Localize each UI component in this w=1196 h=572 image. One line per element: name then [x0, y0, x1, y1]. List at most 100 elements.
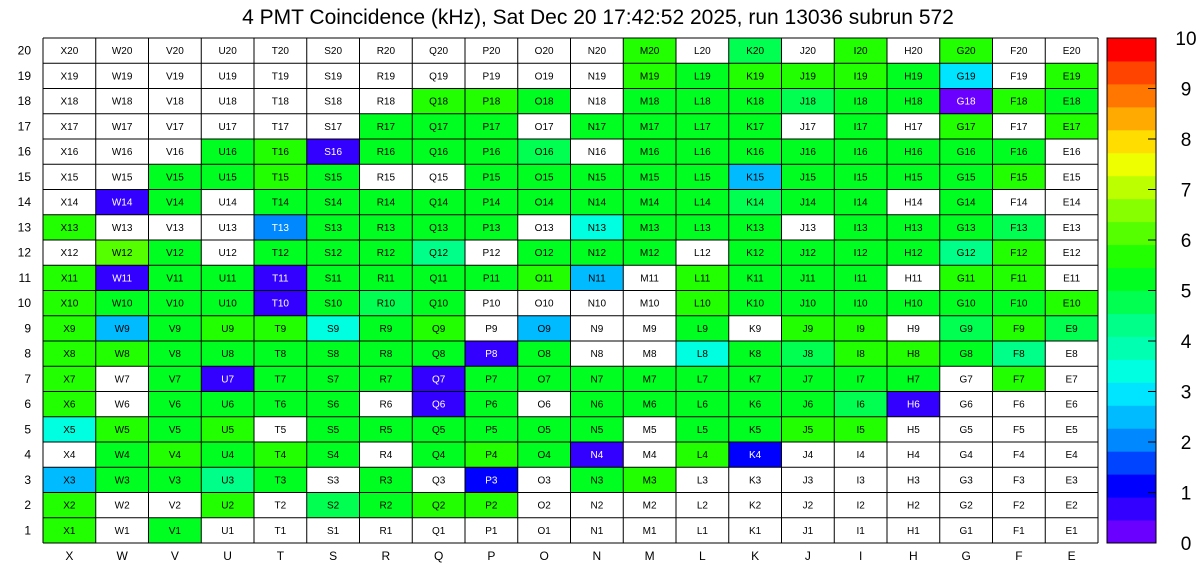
heatmap-cell	[992, 164, 1046, 190]
heatmap-cell	[254, 416, 307, 442]
heatmap-cell	[992, 315, 1046, 341]
heatmap-cell	[412, 467, 465, 493]
cell-label: T11	[272, 273, 289, 284]
heatmap-cell	[95, 442, 149, 468]
cell-label: J6	[803, 400, 814, 411]
heatmap-cell	[517, 214, 571, 240]
heatmap-cell	[834, 315, 887, 341]
heatmap-cell	[728, 164, 782, 190]
heatmap-cell	[676, 88, 729, 114]
cell-label: G9	[959, 324, 973, 335]
heatmap-cell	[623, 88, 676, 114]
heatmap-cell	[623, 315, 676, 341]
heatmap-cell	[201, 139, 254, 165]
heatmap-cell	[148, 38, 202, 64]
cell-label: S12	[324, 248, 342, 259]
cell-label: M11	[640, 273, 659, 284]
heatmap-cell	[517, 139, 571, 165]
cell-label: E11	[1063, 273, 1080, 284]
heatmap-cell	[676, 416, 729, 442]
heatmap-cell	[834, 63, 887, 89]
cell-label: L7	[697, 374, 709, 385]
heatmap-cell	[728, 189, 782, 215]
cell-label: N16	[588, 147, 607, 158]
cell-label: G11	[957, 273, 976, 284]
heatmap-cell	[148, 517, 202, 543]
heatmap-cell	[43, 290, 96, 316]
heatmap-cell	[148, 189, 202, 215]
cell-label: F3	[1013, 475, 1025, 486]
cell-label: T7	[275, 374, 287, 385]
heatmap-cell	[992, 290, 1046, 316]
cell-label: M4	[643, 450, 657, 461]
cell-label: O5	[537, 425, 551, 436]
cell-label: S18	[324, 97, 342, 108]
cell-label: X12	[60, 248, 78, 259]
heatmap-cell	[95, 315, 149, 341]
heatmap-cell	[676, 517, 729, 543]
cell-label: M14	[640, 198, 660, 209]
cell-label: X16	[60, 147, 78, 158]
cell-label: L20	[694, 46, 711, 57]
heatmap-cell	[623, 391, 676, 417]
heatmap-cell	[570, 366, 624, 392]
cell-label: H15	[904, 172, 923, 183]
heatmap-cell	[939, 492, 993, 518]
heatmap-cell	[412, 366, 465, 392]
heatmap-cell	[887, 240, 940, 266]
heatmap-cell	[570, 265, 624, 291]
heatmap-cell	[412, 391, 465, 417]
heatmap-cell	[43, 366, 96, 392]
cell-label: W15	[112, 172, 133, 183]
cell-label: G20	[957, 46, 976, 57]
cell-label: N15	[588, 172, 607, 183]
heatmap-cell	[201, 214, 254, 240]
cell-label: O18	[535, 97, 554, 108]
heatmap-cell	[728, 265, 782, 291]
heatmap-cell	[781, 240, 835, 266]
cell-label: V13	[166, 223, 184, 234]
cell-label: Q18	[429, 97, 448, 108]
heatmap-cell	[939, 517, 993, 543]
cell-label: F8	[1013, 349, 1025, 360]
cell-label: P6	[485, 400, 498, 411]
cell-label: E2	[1066, 501, 1079, 512]
cell-label: K7	[749, 374, 762, 385]
cell-label: U4	[221, 450, 234, 461]
cell-label: W18	[112, 97, 133, 108]
heatmap-cell	[201, 391, 254, 417]
heatmap-cell	[517, 164, 571, 190]
y-tick-label: 11	[19, 271, 32, 285]
heatmap-cell	[992, 341, 1046, 367]
cell-label: H9	[907, 324, 920, 335]
cell-label: L18	[694, 97, 711, 108]
heatmap-cell	[939, 315, 993, 341]
heatmap-cell	[412, 341, 465, 367]
cell-label: T1	[275, 526, 287, 537]
heatmap-cell	[728, 88, 782, 114]
heatmap-cell	[95, 88, 149, 114]
heatmap-cell	[517, 517, 571, 543]
heatmap-cell	[834, 442, 887, 468]
cell-label: Q12	[429, 248, 448, 259]
y-tick-label: 16	[18, 145, 32, 159]
heatmap-cell	[728, 240, 782, 266]
cell-label: O15	[535, 172, 554, 183]
cell-label: X7	[63, 374, 76, 385]
cell-label: G13	[957, 223, 976, 234]
cell-label: V15	[166, 172, 184, 183]
cell-label: R6	[379, 400, 392, 411]
cell-label: U20	[218, 46, 237, 57]
heatmap-cell	[517, 63, 571, 89]
y-tick-label: 20	[18, 44, 32, 58]
heatmap-cell	[939, 113, 993, 139]
cell-label: K11	[747, 273, 764, 284]
cell-label: W9	[115, 324, 130, 335]
cell-label: G14	[957, 198, 976, 209]
heatmap-cell	[834, 341, 887, 367]
heatmap-cell	[781, 113, 835, 139]
cell-label: Q11	[430, 273, 449, 284]
heatmap-cell	[887, 315, 940, 341]
cell-label: M9	[643, 324, 657, 335]
